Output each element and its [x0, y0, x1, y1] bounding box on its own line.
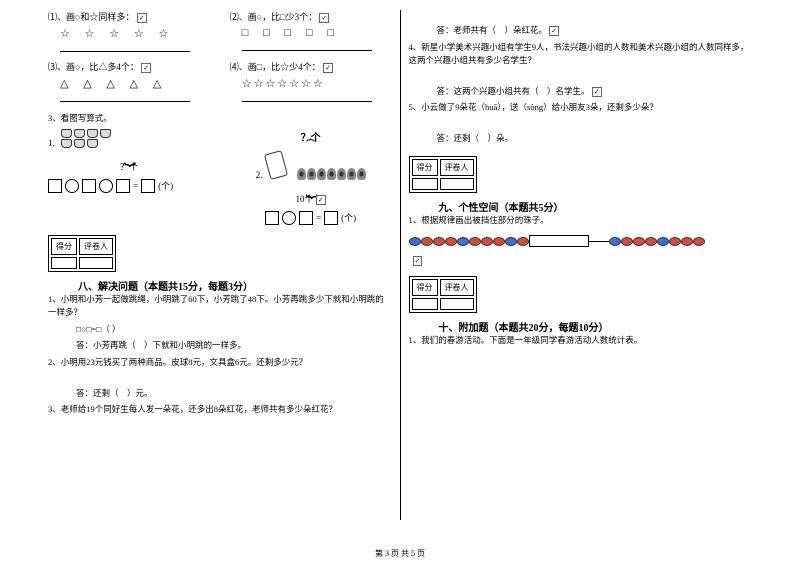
s8-q1-ans: 答：小芳再跳（ ）下就和小明跳的一样多。 [76, 339, 392, 353]
section-8-head: 得分评卷人 [48, 235, 392, 272]
marker-icon: ✓ [549, 26, 559, 36]
s8-q3: 3、老师给19个同好生每人发一朵花，还多出8朵红花，老师共有多少朵红花？ [48, 403, 392, 417]
shape-exercise-row-1: ⑴、画○和☆同样多： ✓ ☆ ☆ ☆ ☆ ☆ ⑵、画○，比□少3个： ✓ □ □… [48, 10, 392, 52]
s8-q1: 1、小明和小芳一起做跳绳，小明跳了60下，小芳跳了48下。小芳再跳多少下就和小明… [48, 293, 392, 320]
s8-q2-ans: 答：还剩（ ）元。 [76, 387, 392, 401]
grader-label: 评卷人 [440, 159, 474, 176]
unit: (个) [341, 211, 356, 224]
grader-label: 评卷人 [440, 279, 474, 296]
answer-line [60, 92, 190, 102]
s8-q4: 4、新星小学美术兴趣小组有学生9人，书法兴趣小组的人数和美术兴趣小组的人数同样多… [409, 41, 753, 68]
string-icon [589, 241, 609, 242]
section-9-title: 九、个性空间（本题共5分） [439, 199, 753, 214]
answer-line [242, 41, 372, 51]
bead-blue-icon [505, 237, 517, 246]
q2-shapes: □ □ □ □ □ [242, 27, 392, 39]
shuttlecock-tube-icon [267, 152, 289, 180]
bead-blue-icon [657, 237, 669, 246]
exercise-4: ⑷、画□，比☆少4个： ✓ ☆☆☆☆☆☆☆ [230, 60, 392, 102]
bead-red-icon [433, 237, 445, 246]
p3-1-q: ？个 [48, 160, 210, 173]
p3-1-num: 1. [48, 138, 55, 148]
score-table: 得分评卷人 [409, 276, 477, 313]
marker-icon: ✓ [323, 63, 333, 73]
problem-2: ？个 ⏞ 2. ⏟ 10个 ✓ =(个) [230, 129, 392, 225]
s9-q1: 1、根据规律画出被挡住部分的珠子。 [409, 214, 753, 228]
bead-red-icon [493, 237, 505, 246]
section-10-title: 十、附加题（本题共20分，每题10分） [439, 319, 753, 334]
s8-q3-ans: 答：老师共有（ ）朵红花。 [437, 25, 548, 35]
section-9-head: 得分评卷人 [409, 156, 753, 193]
bead-red-icon [693, 237, 705, 246]
q4-shapes: ☆☆☆☆☆☆☆ [242, 77, 392, 90]
s8-q1-eq: □○□=□（ ） [76, 323, 392, 337]
p3-title: 3、看图写算式。 [48, 112, 392, 126]
problem-1: 1. ⏟ ？个 =(个) [48, 129, 210, 193]
q1-label: ⑴、画○和☆同样多： [48, 12, 134, 22]
beads-pattern [409, 235, 753, 247]
answer-line [60, 42, 190, 52]
brace-top-icon: ⏞ [230, 144, 392, 152]
marker-icon: ✓ [141, 63, 151, 73]
score-table: 得分评卷人 [409, 156, 477, 193]
equation-2: =(个) [230, 211, 392, 225]
unit: (个) [158, 179, 173, 192]
bead-red-icon [445, 237, 457, 246]
q2-label: ⑵、画○，比□少3个： [230, 12, 317, 22]
bead-red-icon [517, 237, 529, 246]
bead-red-icon [669, 237, 681, 246]
q1-shapes: ☆ ☆ ☆ ☆ ☆ [60, 27, 210, 40]
marker-icon: ✓ [137, 13, 147, 23]
brace-icon: ⏟ [230, 182, 392, 192]
picture-problems: 1. ⏟ ？个 =(个) ？个 ⏞ 2. [48, 129, 392, 225]
q3-label: ⑶、画○，比△多4个： [48, 62, 139, 72]
section-8-title: 八、解决问题（本题共15分，每题3分） [78, 278, 392, 293]
section-10-head: 得分评卷人 [409, 276, 753, 313]
score-table: 得分评卷人 [48, 235, 116, 272]
exercise-1: ⑴、画○和☆同样多： ✓ ☆ ☆ ☆ ☆ ☆ [48, 10, 210, 52]
brace-icon: ⏟ [48, 150, 210, 160]
right-column: 答：老师共有（ ）朵红花。 ✓ 4、新星小学美术兴趣小组有学生9人，书法兴趣小组… [401, 10, 761, 520]
q3-shapes: △ △ △ △ △ [60, 77, 210, 90]
score-label: 得分 [51, 238, 77, 255]
marker-icon: ✓ [316, 195, 326, 205]
bead-blue-icon [409, 237, 421, 246]
bead-red-icon [469, 237, 481, 246]
marker-icon: ✓ [413, 256, 423, 266]
bead-red-icon [633, 237, 645, 246]
bead-red-icon [621, 237, 633, 246]
bead-red-icon [645, 237, 657, 246]
answer-line [242, 92, 372, 102]
s8-q4-ans: 答：这两个兴趣小组共有（ ）名学生。 [437, 86, 590, 96]
s8-q5-ans: 答：还剩（ ）朵。 [437, 132, 753, 146]
marker-icon: ✓ [592, 87, 602, 97]
s10-q1: 1、我们的春游活动。下面是一年级同学春游活动人数统计表。 [409, 334, 753, 348]
s8-q2: 2、小明用23元钱买了两种商品。皮球8元，文具盒6元。还剩多少元？ [48, 356, 392, 370]
page-footer: 第 3 页 共 5 页 [0, 548, 800, 559]
bead-red-icon [481, 237, 493, 246]
hidden-beads-box [529, 235, 589, 247]
exercise-3: ⑶、画○，比△多4个： ✓ △ △ △ △ △ [48, 60, 210, 102]
p3-2-num: 2. [256, 170, 263, 180]
score-label: 得分 [412, 279, 438, 296]
bead-blue-icon [609, 237, 621, 246]
shape-exercise-row-2: ⑶、画○，比△多4个： ✓ △ △ △ △ △ ⑷、画□，比☆少4个： ✓ ☆☆… [48, 60, 392, 102]
p3-2-total: 10个 [296, 194, 314, 204]
bead-red-icon [421, 237, 433, 246]
bead-red-icon [681, 237, 693, 246]
equation-1: =(个) [48, 179, 210, 193]
q4-label: ⑷、画□，比☆少4个： [230, 62, 321, 72]
s8-q5: 5、小云做了9朵花（huā），送（sòng）给小朋友3朵，还剩多少朵？ [409, 101, 753, 115]
marker-icon: ✓ [319, 13, 329, 23]
grader-label: 评卷人 [79, 238, 113, 255]
score-label: 得分 [412, 159, 438, 176]
cups-icon [61, 129, 111, 148]
bead-blue-icon [457, 237, 469, 246]
left-column: ⑴、画○和☆同样多： ✓ ☆ ☆ ☆ ☆ ☆ ⑵、画○，比□少3个： ✓ □ □… [40, 10, 401, 520]
exercise-2: ⑵、画○，比□少3个： ✓ □ □ □ □ □ [230, 10, 392, 52]
